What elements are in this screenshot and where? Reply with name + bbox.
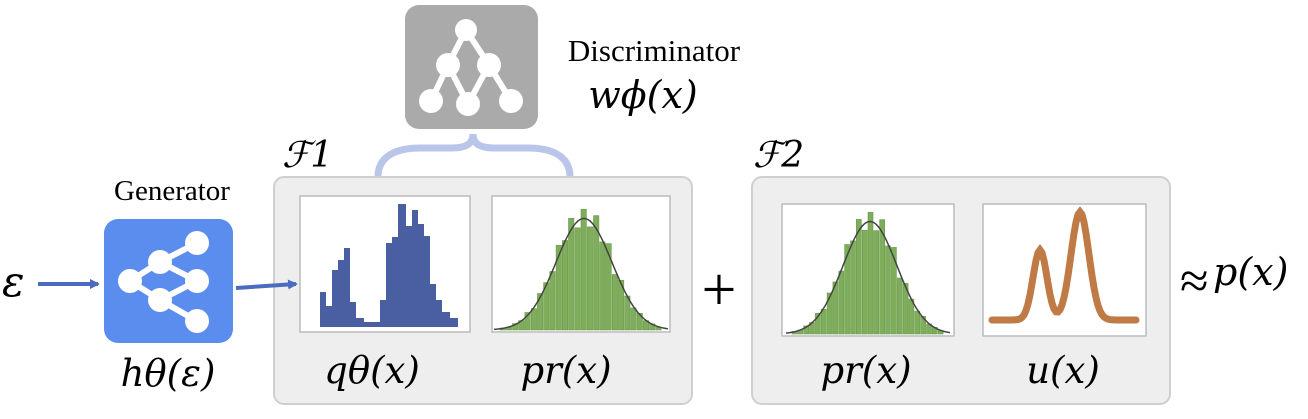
histogram-bar	[605, 243, 612, 331]
generator-neural-network-icon	[118, 231, 209, 333]
histogram-bar	[561, 240, 568, 331]
histogram-bar	[861, 229, 868, 335]
discriminator-block: Discriminator wϕ(x)	[405, 5, 741, 129]
histogram-bar	[549, 271, 556, 331]
histogram-bar	[815, 312, 821, 335]
approx-target: p(x)	[1213, 250, 1288, 294]
histogram-bar	[568, 218, 575, 331]
discriminator-title: Discriminator	[568, 33, 741, 68]
discriminator-function-label: wϕ(x)	[588, 73, 698, 117]
family-1-label: ℱ1	[282, 135, 333, 176]
histogram-bar	[803, 325, 810, 335]
histogram-bar	[920, 315, 926, 335]
histogram-bar	[867, 212, 874, 335]
histogram-bar	[537, 293, 544, 331]
histogram-bar	[593, 215, 600, 331]
generator-block: Generator hθ(ε)	[104, 175, 233, 395]
discriminator-neural-network-icon	[419, 19, 523, 116]
plus-operator: +	[702, 256, 737, 324]
histogram-bar	[885, 245, 891, 335]
histogram-bar	[636, 312, 643, 331]
histogram-bar	[530, 308, 537, 331]
u-curve	[988, 206, 1140, 324]
q-theta-label: qθ(x)	[324, 349, 420, 392]
histogram-bar	[832, 281, 839, 335]
histogram-bar	[902, 283, 909, 335]
histogram-bar	[838, 270, 845, 335]
histogram-bar	[574, 227, 581, 331]
family-2-label: ℱ2	[753, 135, 804, 176]
histogram-bar	[820, 308, 827, 335]
histogram-bar	[855, 219, 862, 335]
pr-density-curve-2	[785, 220, 951, 334]
histogram-bar	[586, 226, 593, 331]
generator-output-label: hθ(ε)	[121, 352, 216, 395]
histogram-bar	[891, 247, 897, 335]
pr-label-2: pr(x)	[820, 349, 911, 392]
histogram-bar	[524, 312, 531, 331]
generator-title: Generator	[114, 175, 230, 207]
input-epsilon: ε	[2, 257, 25, 306]
arrow-generator-to-family-1	[235, 279, 298, 290]
pr-density-curve-1	[493, 217, 669, 331]
histogram-bar	[879, 219, 886, 335]
u-label: u(x)	[1026, 349, 1100, 392]
histogram-bar	[896, 277, 903, 335]
histogram-bar	[826, 292, 833, 335]
pr-histogram-2	[791, 212, 944, 335]
discriminator-brace	[374, 133, 574, 178]
histogram-bar	[873, 230, 880, 335]
q-theta-histogram	[314, 204, 458, 327]
histogram-bar	[850, 240, 856, 335]
histogram-bar	[630, 307, 637, 331]
histogram-bar	[618, 279, 625, 331]
histogram-bar	[512, 323, 519, 331]
histogram-bar	[908, 298, 915, 335]
pr-histogram-1	[499, 209, 662, 331]
histogram-bar	[555, 245, 562, 331]
approx-symbol: ≈	[1180, 253, 1209, 310]
family-1-panel: ℱ1 qθ(x) pr(x)	[273, 135, 693, 405]
histogram-bar	[543, 282, 550, 331]
histogram-bar	[611, 274, 618, 331]
histogram-bar	[844, 244, 850, 335]
family-2-panel: ℱ2 pr(x) u(x)	[751, 135, 1171, 405]
histogram-bar	[914, 310, 921, 335]
histogram-bar	[599, 241, 606, 331]
u-plot-frame	[982, 203, 1147, 337]
histogram-bar	[580, 209, 587, 331]
pr-label-1: pr(x)	[520, 349, 611, 392]
